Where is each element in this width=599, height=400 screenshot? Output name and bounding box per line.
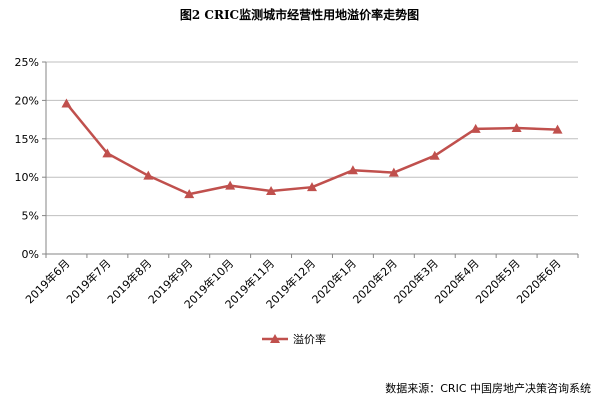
data-point [143, 170, 154, 180]
y-tick-label: 25% [15, 56, 39, 69]
x-tick-labels: 2019年6月2019年7月2019年8月2019年9月2019年10月2019… [22, 256, 563, 311]
axes [42, 61, 579, 258]
y-tick-label: 15% [15, 133, 39, 146]
grid-lines [46, 61, 578, 217]
data-point [307, 182, 317, 192]
y-tick-label: 0% [22, 248, 39, 261]
x-tick-label: 2020年6月 [513, 256, 563, 306]
data-point [470, 123, 481, 133]
y-tick-label: 20% [15, 94, 39, 107]
legend: 溢价率 [262, 332, 326, 346]
y-tick-label: 5% [22, 210, 39, 223]
y-tick-label: 10% [15, 171, 39, 184]
data-point [184, 189, 195, 199]
chart-title: 图2 CRIC监测城市经营性用地溢价率走势图 [179, 8, 420, 22]
legend-marker [270, 334, 280, 343]
data-point [552, 124, 563, 134]
series-line [65, 102, 558, 196]
data-point [429, 150, 440, 160]
data-point [511, 123, 522, 133]
data-point [266, 186, 277, 196]
data-point [225, 180, 236, 190]
series-lines [61, 98, 563, 199]
data-point [388, 167, 399, 177]
source-note: 数据来源：CRIC 中国房地产决策咨询系统 [385, 382, 591, 395]
data-point [61, 98, 72, 108]
data-point [347, 165, 358, 175]
y-tick-labels: 0% 5% 10% 15% 20% 25% [15, 56, 39, 261]
data-point [102, 148, 113, 158]
legend-label: 溢价率 [293, 332, 326, 346]
